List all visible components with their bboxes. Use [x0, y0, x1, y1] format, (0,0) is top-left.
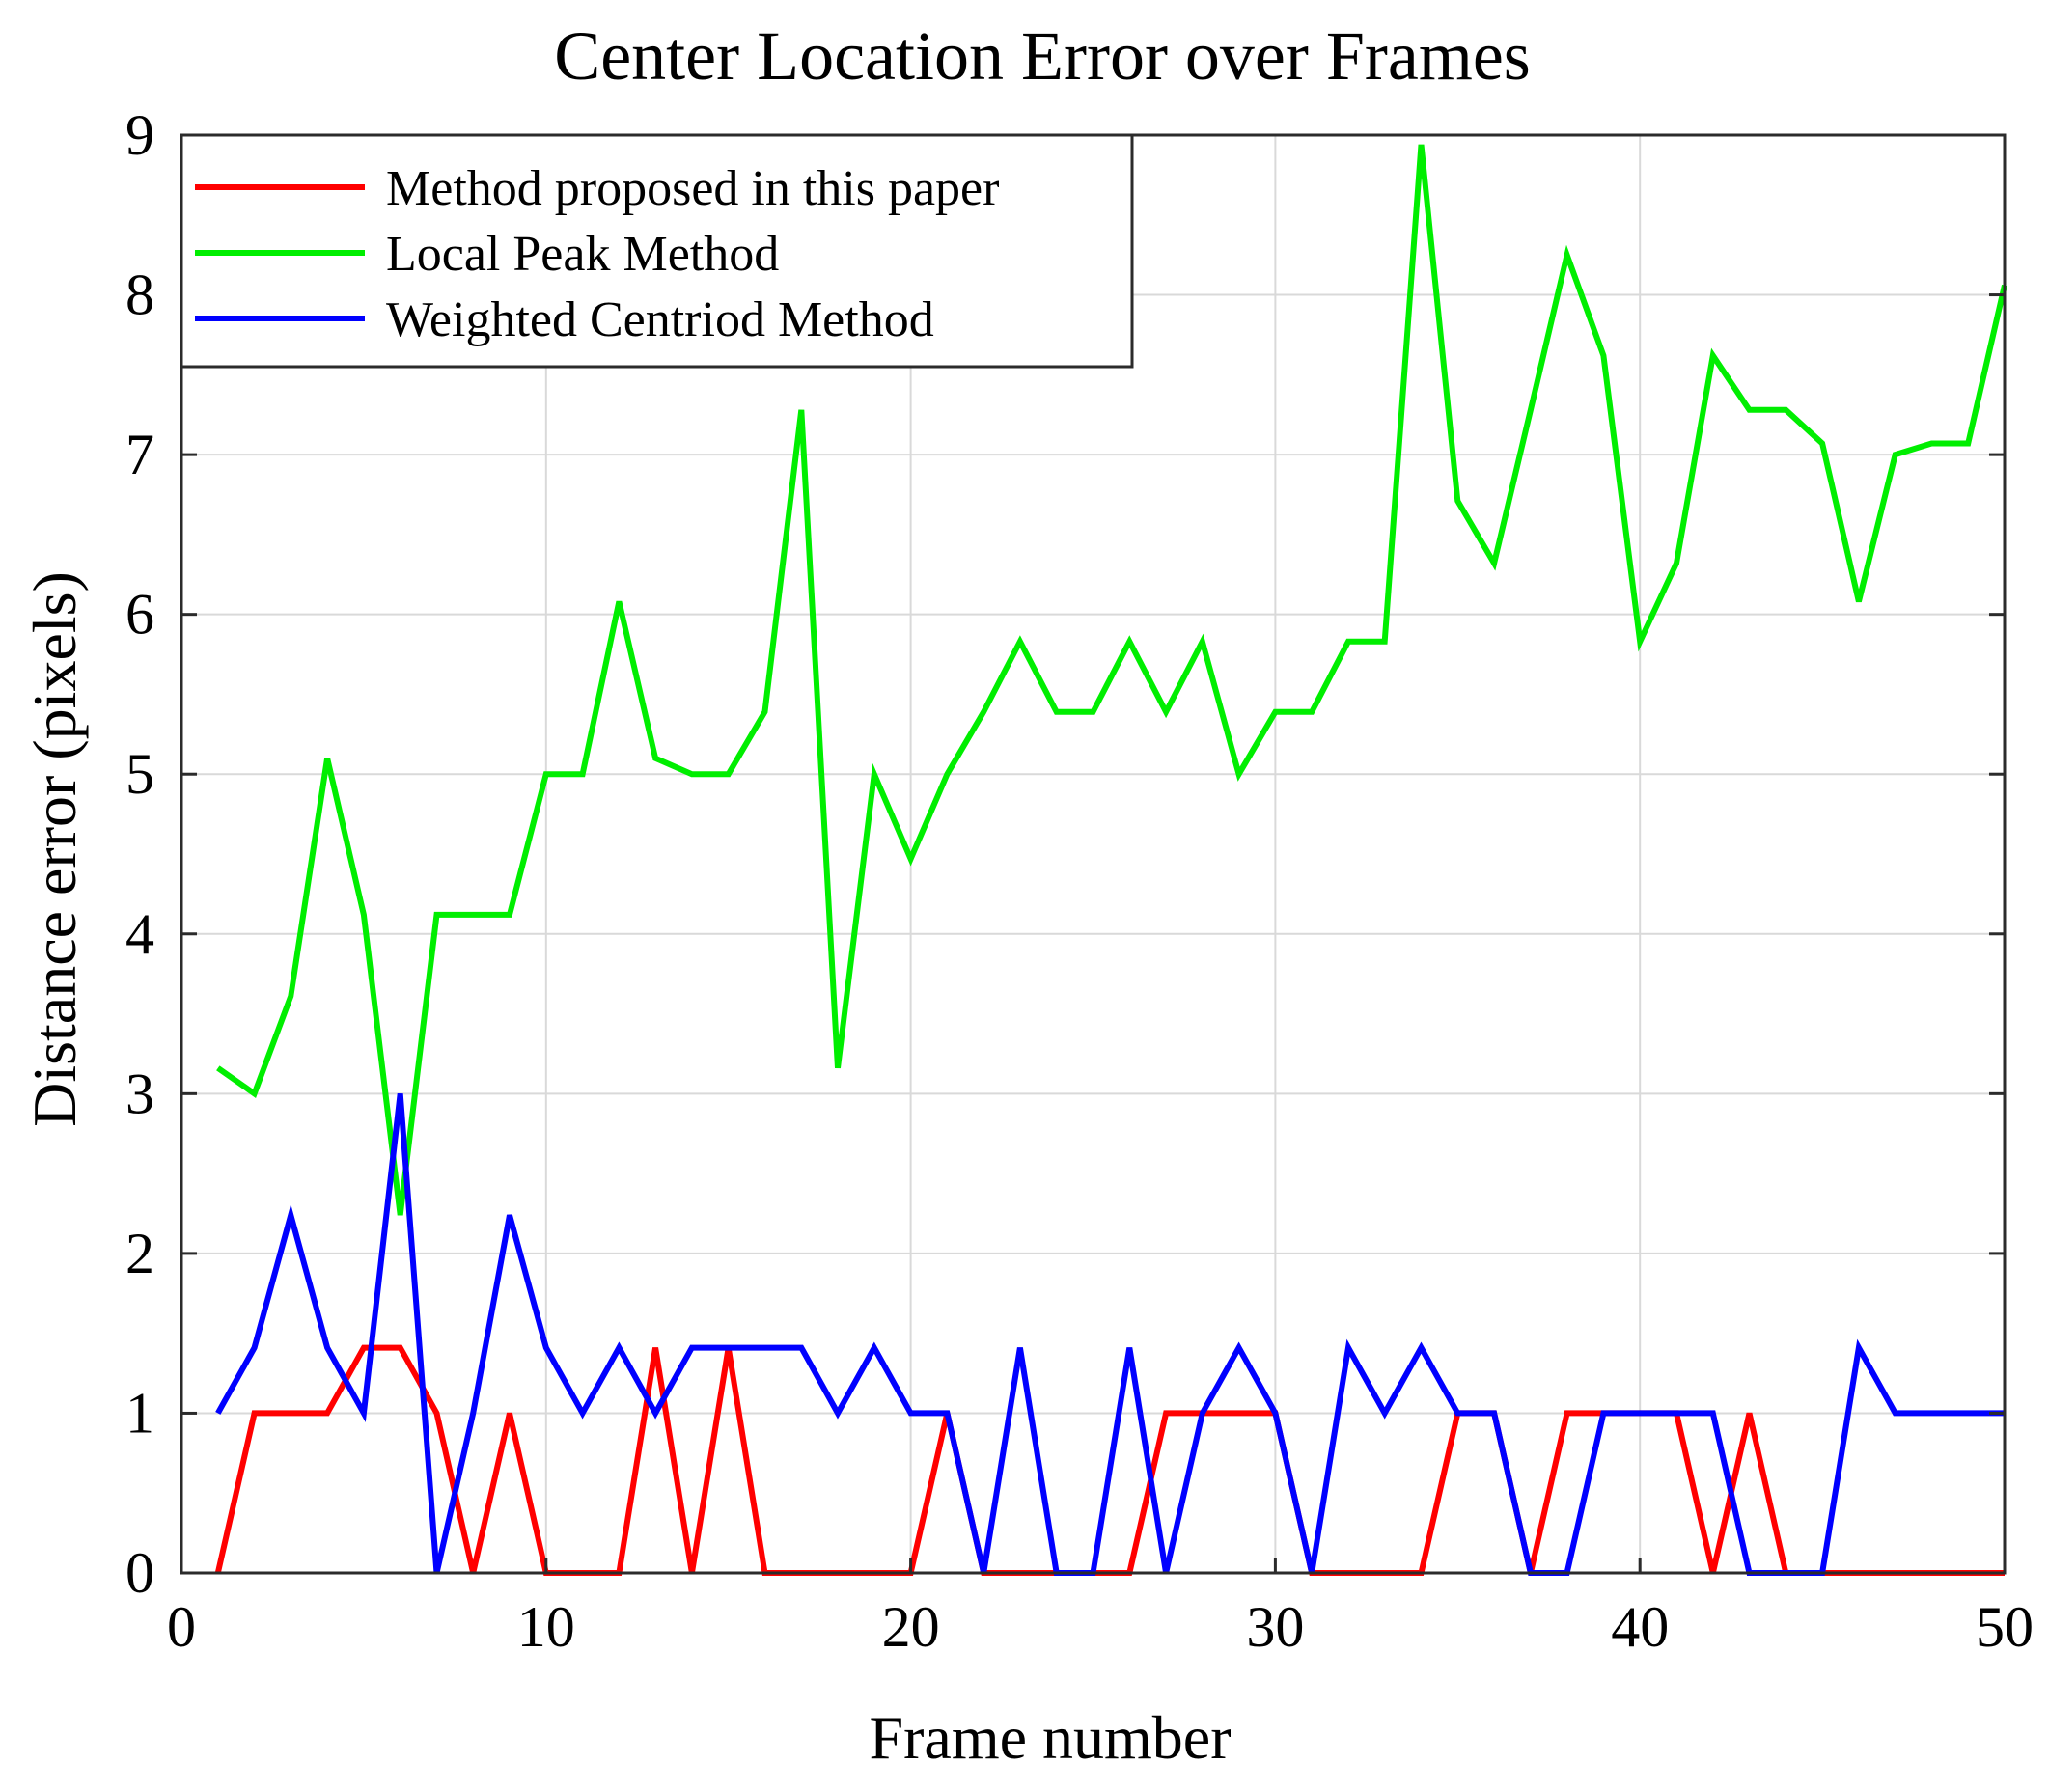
x-tick-label: 20	[882, 1595, 940, 1659]
legend-label: Weighted Centriod Method	[386, 292, 934, 347]
x-tick-label: 10	[517, 1595, 575, 1659]
chart-title: Center Location Error over Frames	[554, 17, 1531, 95]
series-line-1	[216, 144, 2007, 1216]
y-tick-label: 8	[125, 263, 154, 327]
legend: Method proposed in this paper Local Peak …	[180, 133, 1134, 369]
x-tick-label: 40	[1611, 1595, 1669, 1659]
y-axis-label: Distance error (pixels)	[20, 571, 89, 1127]
x-axis-label: Frame number	[870, 1703, 1232, 1772]
legend-label: Local Peak Method	[386, 227, 779, 282]
x-tick-label: 50	[1976, 1595, 2034, 1659]
y-tick-label: 7	[125, 423, 154, 486]
y-tick-label: 9	[125, 103, 154, 167]
series-line-2	[215, 1092, 2005, 1576]
y-tick-label: 2	[125, 1222, 154, 1285]
x-tick-label: 30	[1246, 1595, 1304, 1659]
x-tick-label: 0	[167, 1595, 196, 1659]
y-tick-label: 5	[125, 742, 154, 806]
legend-label: Method proposed in this paper	[386, 161, 999, 216]
y-tick-label: 0	[125, 1541, 154, 1605]
y-tick-label: 1	[125, 1381, 154, 1445]
y-tick-label: 6	[125, 583, 154, 647]
axis-ticks: 0 10 20 30 40 50 0 1 2 3 4 5 6 7 8 9	[125, 103, 2034, 1659]
y-tick-label: 3	[125, 1061, 154, 1125]
y-tick-label: 4	[125, 902, 154, 966]
